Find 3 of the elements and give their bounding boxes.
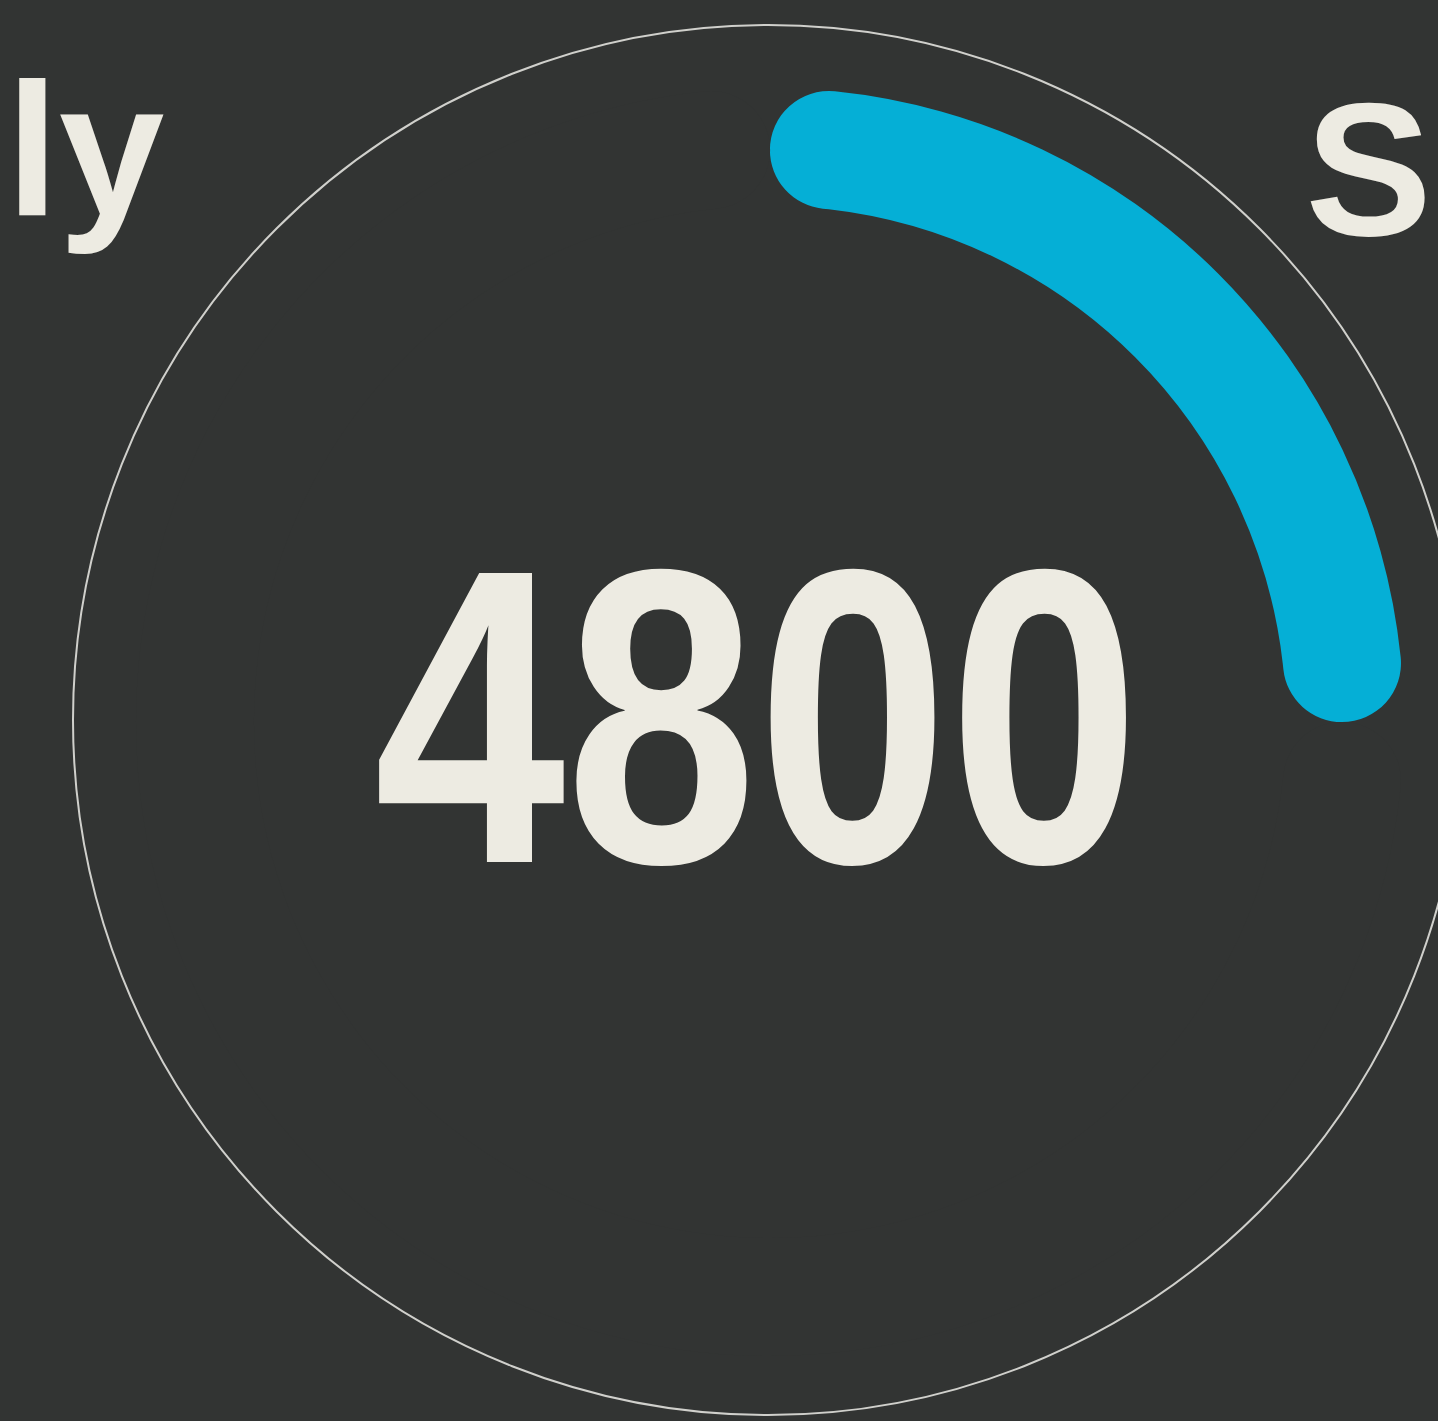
text: ly [6, 43, 165, 255]
text: S [1305, 63, 1432, 275]
text: 4800 [373, 481, 1141, 951]
